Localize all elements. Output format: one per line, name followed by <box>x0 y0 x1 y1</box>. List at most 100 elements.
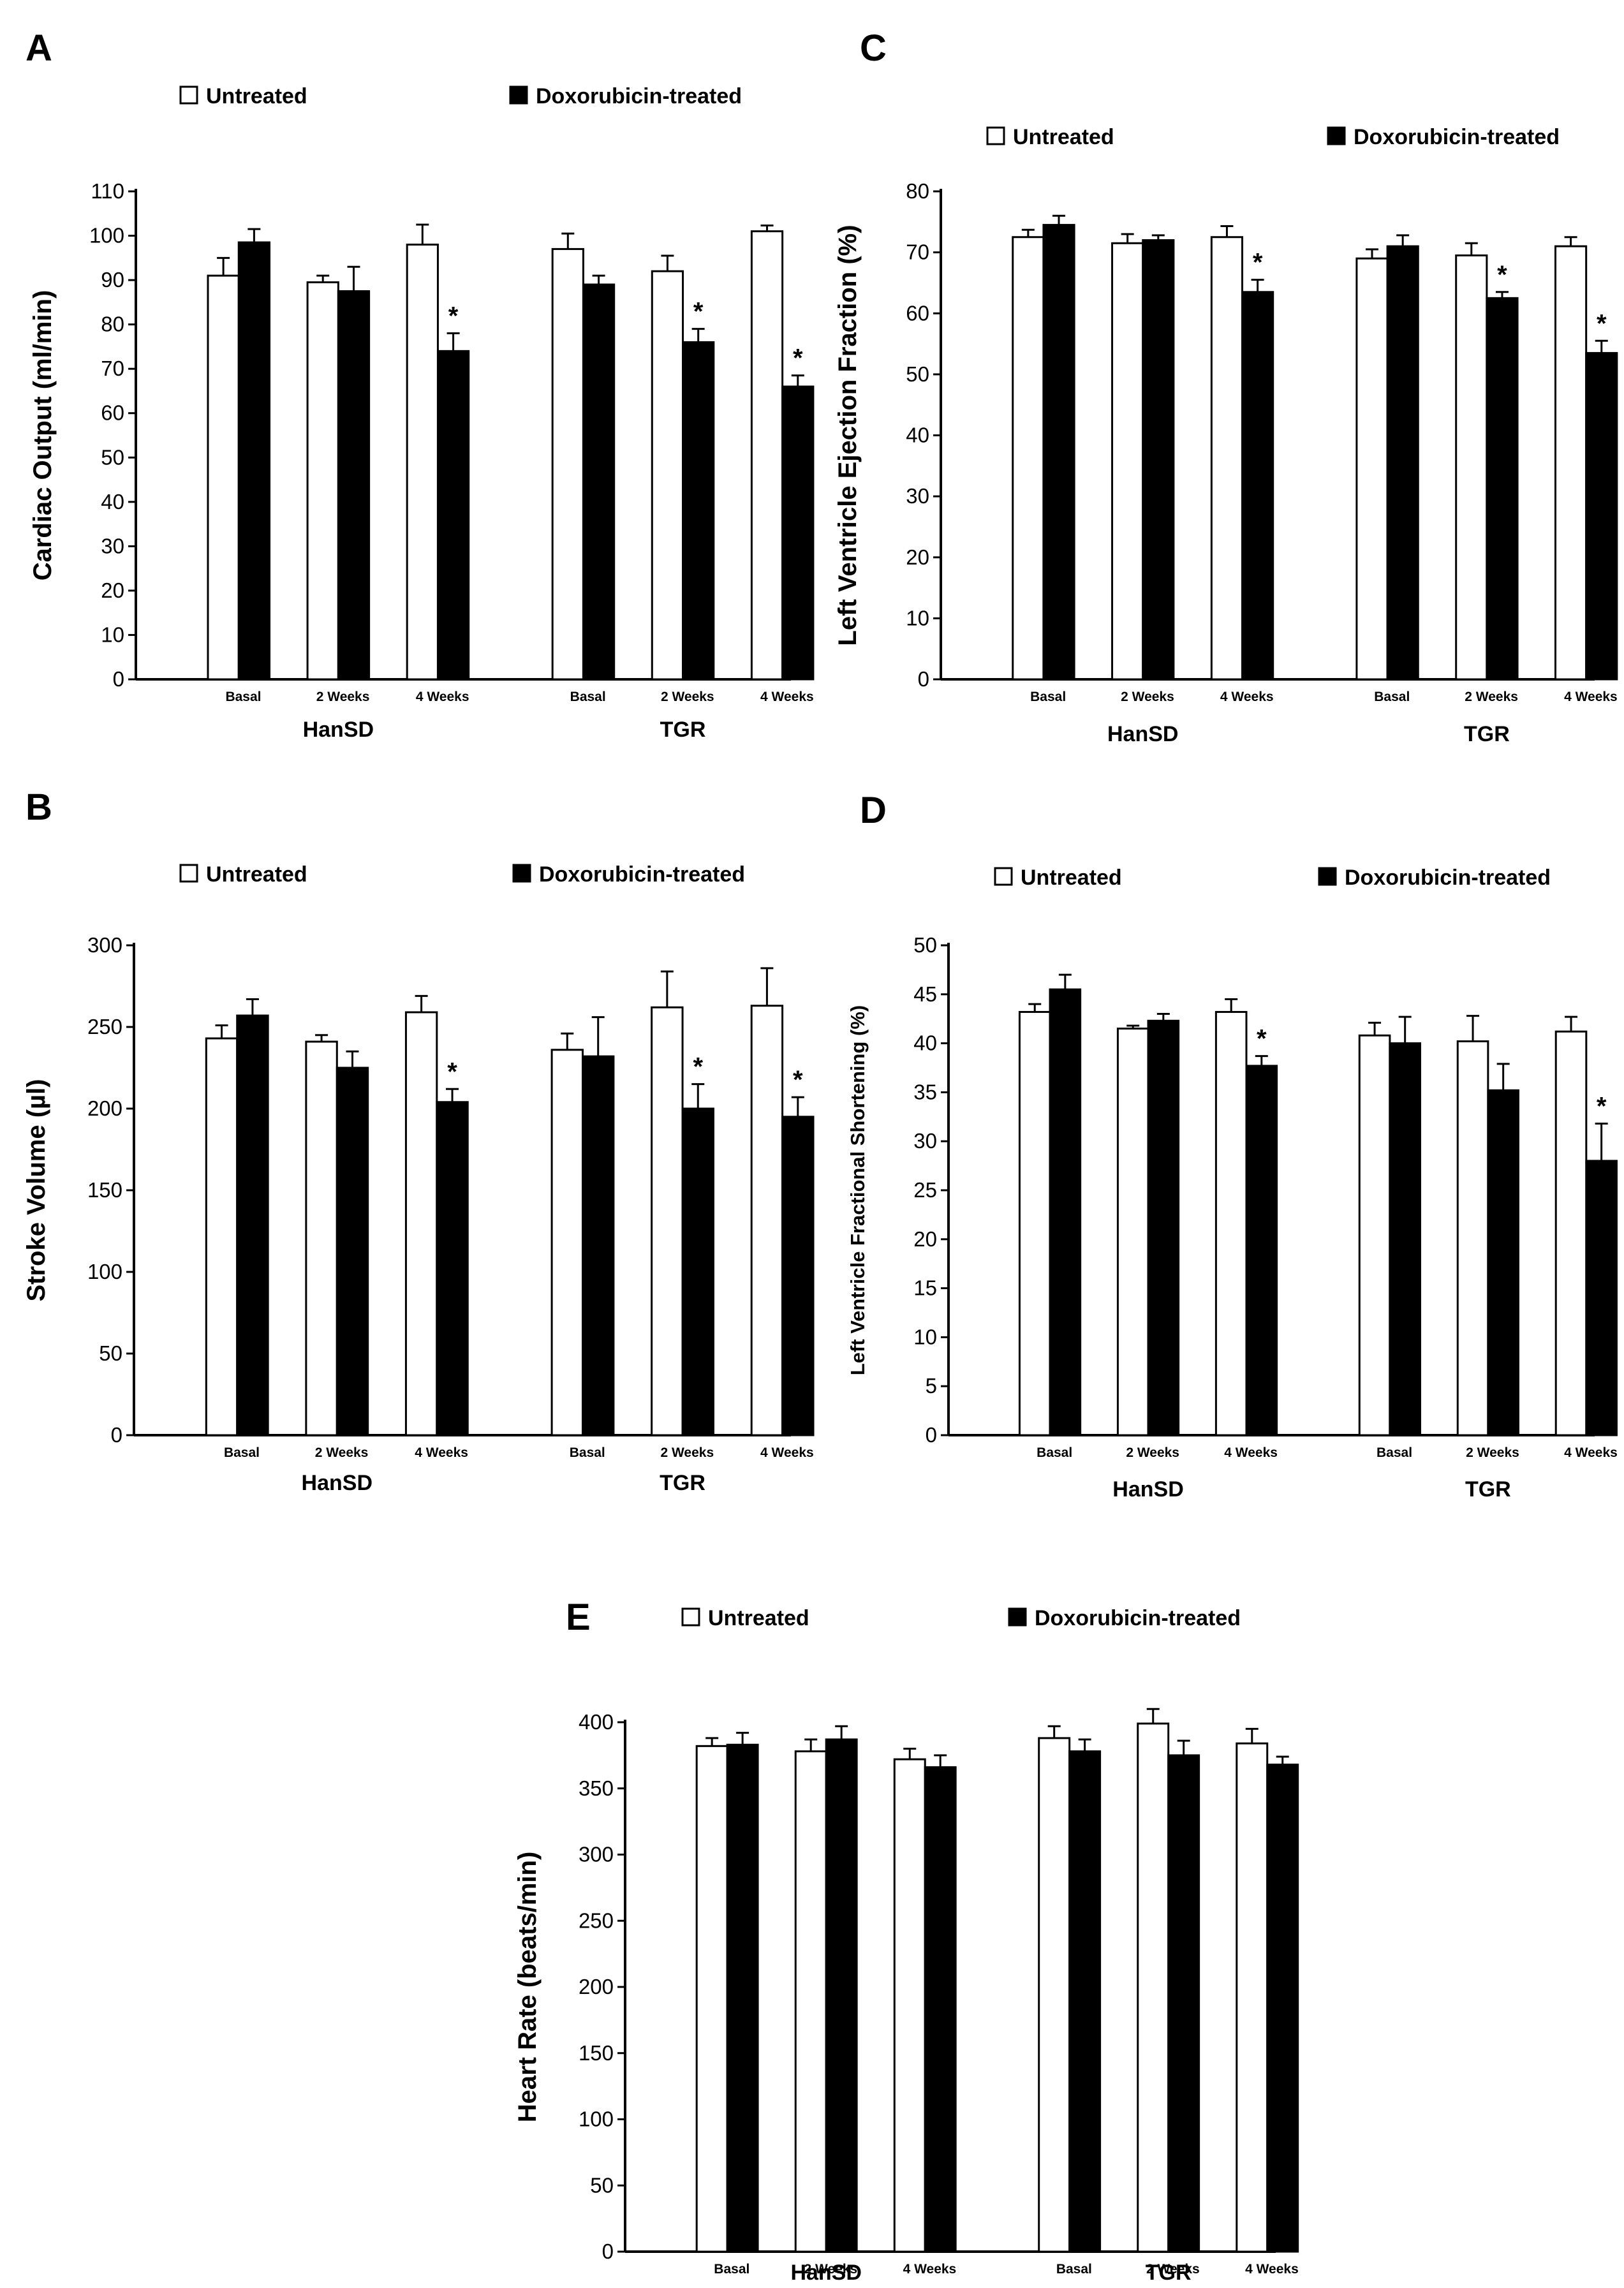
y-tick-label: 60 <box>906 301 929 325</box>
x-group-label: HanSD <box>302 1471 373 1495</box>
y-tick-label: 10 <box>101 623 124 646</box>
legend-swatch-untreated <box>986 126 1005 145</box>
significance-marker: * <box>1497 261 1507 289</box>
y-tick-label: 25 <box>913 1178 937 1202</box>
x-category-label: 4 Weeks <box>1224 1445 1278 1460</box>
bar-treated <box>582 283 616 681</box>
y-tick-label: 50 <box>590 2173 614 2197</box>
x-category-label: Basal <box>1377 1445 1412 1460</box>
bar-treated <box>1486 297 1519 681</box>
y-tick-label: 5 <box>926 1374 937 1398</box>
bar-untreated <box>1111 242 1144 681</box>
bar-untreated <box>551 247 584 681</box>
bar-untreated <box>893 1758 926 2253</box>
bar-treated <box>436 350 470 681</box>
bar-treated <box>781 1116 815 1436</box>
y-axis-title: Heart Rate (beats/min) <box>513 1852 542 2123</box>
legend-label-untreated: Untreated <box>1013 125 1114 149</box>
panel-letter: C <box>860 27 887 69</box>
x-category-label: 4 Weeks <box>903 2262 957 2277</box>
bar-untreated <box>1236 1742 1269 2253</box>
y-tick-label: 400 <box>579 1710 614 1734</box>
bar-untreated <box>1554 245 1588 681</box>
bar-untreated <box>1012 236 1045 681</box>
y-axis-title: Stroke Volume (µl) <box>22 1079 50 1301</box>
y-tick-label: 40 <box>906 424 929 447</box>
bar-treated <box>1245 1065 1278 1436</box>
bar-treated <box>337 290 371 681</box>
x-group-label: HanSD <box>1107 722 1178 746</box>
y-tick-label: 40 <box>101 490 124 513</box>
bar-treated <box>682 341 715 681</box>
y-tick-label: 60 <box>101 401 124 425</box>
y-tick-label: 200 <box>579 1975 614 1998</box>
y-tick-label: 10 <box>913 1325 937 1348</box>
panel-letter: D <box>860 790 887 831</box>
x-category-label: Basal <box>225 690 261 704</box>
bar-untreated <box>205 1037 239 1436</box>
x-category-label: Basal <box>570 690 606 704</box>
y-axis-title: Left Ventricle Fractional Shortening (%) <box>846 1005 869 1375</box>
bar-treated <box>1167 1754 1200 2253</box>
x-category-label: Basal <box>1056 2262 1092 2277</box>
x-category-label: 4 Weeks <box>760 690 814 704</box>
bar-treated <box>1585 351 1618 681</box>
bar-treated <box>236 1014 269 1436</box>
bar-untreated <box>404 1011 438 1436</box>
legend-swatch-untreated <box>179 85 198 105</box>
legend-swatch-untreated <box>994 867 1013 886</box>
y-tick-label: 30 <box>906 484 929 508</box>
y-tick-label: 50 <box>906 362 929 386</box>
bar-treated <box>1487 1089 1519 1436</box>
bar-treated <box>825 1738 858 2253</box>
bar-untreated <box>1456 1040 1489 1436</box>
bar-untreated <box>1018 1010 1051 1436</box>
x-category-label: 2 Weeks <box>660 1445 714 1460</box>
y-tick-label: 70 <box>906 240 929 264</box>
x-group-label: TGR <box>1465 1477 1511 1502</box>
y-tick-label: 0 <box>111 1423 122 1447</box>
bar-untreated <box>305 1040 338 1436</box>
y-tick-label: 150 <box>87 1178 122 1202</box>
y-tick-label: 100 <box>89 224 124 247</box>
bar-untreated <box>207 274 240 681</box>
x-group-label: TGR <box>1146 2261 1192 2285</box>
bar-untreated <box>1137 1722 1170 2253</box>
x-category-label: 2 Weeks <box>661 690 714 704</box>
bar-untreated <box>1358 1034 1391 1436</box>
bar-untreated <box>695 1745 728 2253</box>
y-axis-title: Cardiac Output (ml/min) <box>29 290 57 581</box>
x-category-label: 4 Weeks <box>1564 690 1618 704</box>
y-tick-label: 70 <box>101 357 124 380</box>
legend-label-untreated: Untreated <box>1021 866 1122 890</box>
significance-marker: * <box>1253 249 1263 277</box>
bar-untreated <box>651 1006 684 1436</box>
y-tick-label: 10 <box>906 606 929 630</box>
bar-untreated <box>651 270 684 681</box>
x-category-label: 4 Weeks <box>760 1445 814 1460</box>
significance-marker: * <box>1597 1093 1607 1121</box>
significance-marker: * <box>693 1053 703 1081</box>
panel-e: E Untreated Doxorubicin-treated 0 50 100 150 20… <box>513 1597 1299 2285</box>
y-tick-label: 0 <box>113 667 124 691</box>
x-category-label: 4 Weeks <box>416 690 469 704</box>
bar-treated <box>1241 291 1274 681</box>
bar-treated <box>726 1743 759 2253</box>
bar-untreated <box>306 281 339 681</box>
bar-untreated <box>750 1005 784 1436</box>
panel-d: D Untreated Doxorubicin-treated 0 5 10 15 20 25 3… <box>846 790 1618 1502</box>
legend-label-treated: Doxorubicin-treated <box>539 862 745 887</box>
x-category-label: 2 Weeks <box>315 1445 369 1460</box>
panel-b: B Untreated Doxorubicin-treated 0 50 100 150 20… <box>22 786 815 1495</box>
x-category-label: 4 Weeks <box>415 1445 468 1460</box>
bar-untreated <box>1355 257 1389 681</box>
x-category-label: Basal <box>570 1445 605 1460</box>
y-tick-label: 90 <box>101 268 124 292</box>
x-category-label: Basal <box>1374 690 1410 704</box>
y-tick-label: 30 <box>101 534 124 557</box>
y-tick-label: 100 <box>87 1260 122 1283</box>
y-tick-label: 20 <box>906 545 929 569</box>
x-category-label: 4 Weeks <box>1220 690 1274 704</box>
legend-label-treated: Doxorubicin-treated <box>1354 125 1560 149</box>
